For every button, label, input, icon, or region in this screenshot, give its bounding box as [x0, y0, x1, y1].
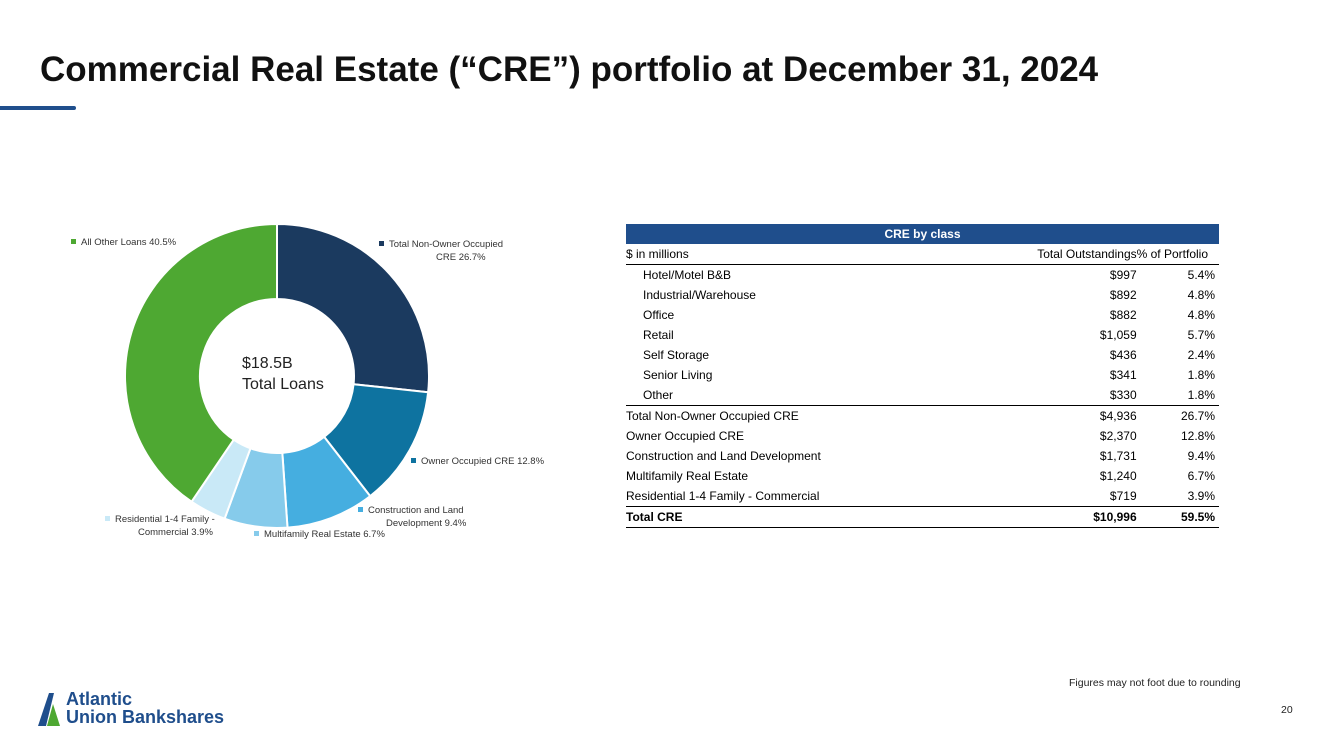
row-percent: 1.8%	[1187, 388, 1215, 402]
row-label: Office	[643, 308, 675, 322]
row-label: Retail	[643, 328, 674, 342]
column-header-units: $ in millions	[626, 244, 982, 265]
table-row: Construction and Land Development $1,731 9…	[626, 446, 1219, 466]
table-row: Hotel/Motel B&B $997 5.4%	[626, 265, 1219, 286]
loans-donut-chart: Total Non-Owner Occupied CRE 26.7% Owner O…	[71, 222, 545, 540]
table-row: Retail $1,059 5.7%	[626, 325, 1219, 345]
legend-item-1: Total Non-Owner Occupied CRE 26.7%	[379, 239, 503, 263]
footnote: Figures may not foot due to rounding	[1069, 677, 1241, 689]
legend-label-4-1: Multifamily Real Estate 6.7%	[264, 529, 385, 540]
page-number: 20	[1281, 704, 1293, 716]
table-row: Industrial/Warehouse $892 4.8%	[626, 285, 1219, 305]
legend-label-5-2: Commercial 3.9%	[138, 527, 214, 538]
row-outstanding: $4,936	[981, 405, 1137, 426]
row-label: Senior Living	[643, 368, 713, 382]
table-row: Senior Living $341 1.8%	[626, 365, 1219, 385]
row-percent: 6.7%	[1187, 469, 1215, 483]
legend-label-3-1: Construction and Land	[368, 505, 464, 516]
legend-item-5: Residential 1-4 Family - Commercial 3.9%	[105, 514, 215, 538]
page-title: Commercial Real Estate (“CRE”) portfolio…	[40, 50, 1099, 89]
row-label: Construction and Land Development	[626, 449, 821, 463]
row-label: Owner Occupied CRE	[626, 429, 745, 443]
row-label: Industrial/Warehouse	[643, 288, 756, 302]
donut-slice-6	[124, 222, 278, 504]
row-outstanding: $882	[1109, 308, 1137, 322]
legend-swatch-6	[71, 239, 76, 244]
table-header-row: $ in millions Total Outstandings % of Po…	[626, 244, 1219, 265]
legend-label-5-1: Residential 1-4 Family -	[115, 514, 215, 525]
row-percent: 3.9%	[1187, 489, 1215, 503]
row-outstanding: $1,059	[1099, 328, 1137, 342]
table-row: Office $882 4.8%	[626, 305, 1219, 325]
donut-center-label: Total Loans	[242, 376, 324, 393]
row-label: Total Non-Owner Occupied CRE	[626, 405, 982, 426]
table-row: Owner Occupied CRE $2,370 12.8%	[626, 426, 1219, 446]
legend-swatch-1	[379, 241, 384, 246]
legend-item-6: All Other Loans 40.5%	[71, 237, 177, 248]
column-header-percent: % of Portfolio	[1136, 244, 1219, 265]
row-outstanding: $330	[1109, 388, 1137, 402]
donut-center-value: $18.5B	[242, 355, 293, 372]
row-outstanding: $2,370	[1099, 429, 1137, 443]
row-outstanding: $997	[1109, 268, 1137, 282]
row-percent: 9.4%	[1187, 449, 1215, 463]
row-label: Residential 1-4 Family - Commercial	[626, 489, 820, 503]
legend-label-6-1: All Other Loans 40.5%	[81, 237, 177, 248]
row-outstanding: $892	[1109, 288, 1137, 302]
row-percent: 4.8%	[1187, 288, 1215, 302]
row-outstanding: $719	[1109, 489, 1137, 503]
logo-line-2: Union Bankshares	[66, 707, 225, 727]
company-logo: Atlantic Union Bankshares	[38, 690, 224, 731]
legend-swatch-3	[358, 507, 363, 512]
row-label: Other	[643, 388, 674, 402]
row-label: Self Storage	[643, 348, 710, 362]
table-row: Total Non-Owner Occupied CRE $4,936 26.7%	[626, 405, 1219, 426]
legend-label-1-1: Total Non-Owner Occupied	[389, 239, 503, 250]
row-percent: 5.7%	[1187, 328, 1215, 342]
cre-by-class-table: CRE by class $ in millions Total Outstan…	[626, 224, 1219, 528]
total-percent: 59.5%	[1136, 506, 1219, 528]
row-label: Hotel/Motel B&B	[643, 268, 732, 282]
row-percent: 26.7%	[1136, 405, 1219, 426]
title-underline	[0, 106, 76, 110]
total-label: Total CRE	[626, 506, 982, 528]
legend-label-2-1: Owner Occupied CRE 12.8%	[421, 456, 545, 467]
total-outstanding: $10,996	[981, 506, 1137, 528]
legend-item-2: Owner Occupied CRE 12.8%	[411, 456, 545, 467]
row-outstanding: $1,731	[1099, 449, 1137, 463]
table-title: CRE by class	[626, 224, 1219, 244]
row-percent: 5.4%	[1187, 268, 1215, 282]
row-outstanding: $1,240	[1099, 469, 1137, 483]
row-outstanding: $341	[1109, 368, 1137, 382]
logo-mark-icon	[38, 693, 60, 726]
row-outstanding: $436	[1109, 348, 1137, 362]
logo-line-1: Atlantic	[66, 689, 133, 709]
column-header-outstandings: Total Outstandings	[981, 244, 1137, 265]
row-percent: 12.8%	[1180, 429, 1215, 443]
legend-swatch-5	[105, 516, 110, 521]
legend-item-3: Construction and Land Development 9.4%	[358, 505, 467, 529]
legend-item-4: Multifamily Real Estate 6.7%	[254, 529, 385, 540]
donut-slice-1	[276, 222, 430, 394]
legend-label-1-2: CRE 26.7%	[436, 252, 486, 263]
legend-swatch-2	[411, 458, 416, 463]
row-percent: 4.8%	[1187, 308, 1215, 322]
legend-label-3-2: Development 9.4%	[386, 518, 467, 529]
table-row: Multifamily Real Estate $1,240 6.7%	[626, 466, 1219, 486]
table-row: Residential 1-4 Family - Commercial $719 3…	[626, 486, 1219, 507]
row-percent: 2.4%	[1187, 348, 1215, 362]
row-percent: 1.8%	[1187, 368, 1215, 382]
legend-swatch-4	[254, 531, 259, 536]
table-total-row: Total CRE $10,996 59.5%	[626, 506, 1219, 528]
table-row: Other $330 1.8%	[626, 385, 1219, 406]
table-row: Self Storage $436 2.4%	[626, 345, 1219, 365]
row-label: Multifamily Real Estate	[626, 469, 749, 483]
